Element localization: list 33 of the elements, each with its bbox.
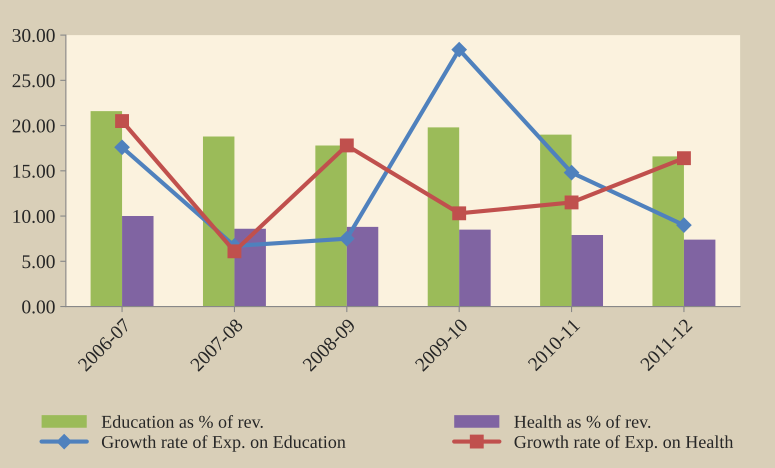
point bbox=[114, 140, 130, 155]
bar bbox=[572, 235, 604, 307]
point bbox=[227, 244, 242, 258]
y-tick-label: 25.00 bbox=[12, 74, 55, 88]
bar bbox=[684, 240, 716, 307]
point bbox=[676, 218, 692, 233]
y-tick-label: 15.00 bbox=[13, 164, 55, 178]
point bbox=[564, 165, 580, 180]
y-tick-label: 10.00 bbox=[13, 210, 55, 224]
legend-label: Growth rate of Exp. on Education bbox=[102, 435, 346, 452]
bar bbox=[122, 216, 154, 307]
y-tick-label: 30.00 bbox=[12, 28, 55, 42]
bar bbox=[652, 156, 684, 307]
y-tick-label: 20.00 bbox=[12, 119, 55, 133]
point bbox=[564, 196, 579, 210]
bar bbox=[90, 111, 122, 307]
point bbox=[452, 206, 466, 220]
point bbox=[452, 42, 467, 58]
y-tick-label: 0.00 bbox=[22, 300, 55, 314]
point bbox=[339, 231, 354, 246]
bar bbox=[202, 136, 234, 307]
legend-label: Education as % of rev. bbox=[102, 415, 263, 428]
bar bbox=[346, 226, 378, 307]
point bbox=[115, 114, 130, 128]
bar bbox=[459, 230, 491, 307]
y-tick-label: 5.00 bbox=[22, 255, 55, 268]
point bbox=[340, 138, 354, 152]
bar bbox=[428, 127, 460, 307]
legend-label: Health as % of rev. bbox=[514, 415, 650, 428]
bar bbox=[540, 134, 572, 307]
point bbox=[676, 151, 691, 166]
bar bbox=[315, 145, 347, 307]
legend-label: Growth rate of Exp. on Health bbox=[514, 435, 734, 452]
